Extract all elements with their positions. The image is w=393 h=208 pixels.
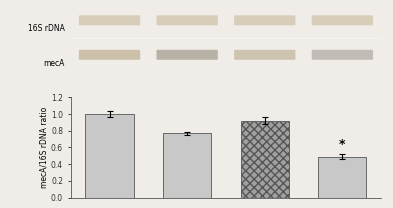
Bar xyxy=(163,133,211,198)
FancyBboxPatch shape xyxy=(234,15,296,25)
FancyBboxPatch shape xyxy=(156,15,218,25)
FancyBboxPatch shape xyxy=(234,50,296,60)
Bar xyxy=(318,157,366,198)
FancyBboxPatch shape xyxy=(156,50,218,60)
FancyBboxPatch shape xyxy=(312,15,373,25)
Bar xyxy=(241,121,289,198)
Text: 16S rDNA: 16S rDNA xyxy=(28,25,64,33)
Text: *: * xyxy=(339,138,346,151)
FancyBboxPatch shape xyxy=(79,50,140,60)
Text: mecA: mecA xyxy=(43,59,64,68)
FancyBboxPatch shape xyxy=(312,50,373,60)
Bar xyxy=(86,114,134,198)
Y-axis label: mecA/16S rDNA ratio: mecA/16S rDNA ratio xyxy=(39,107,48,188)
FancyBboxPatch shape xyxy=(79,15,140,25)
